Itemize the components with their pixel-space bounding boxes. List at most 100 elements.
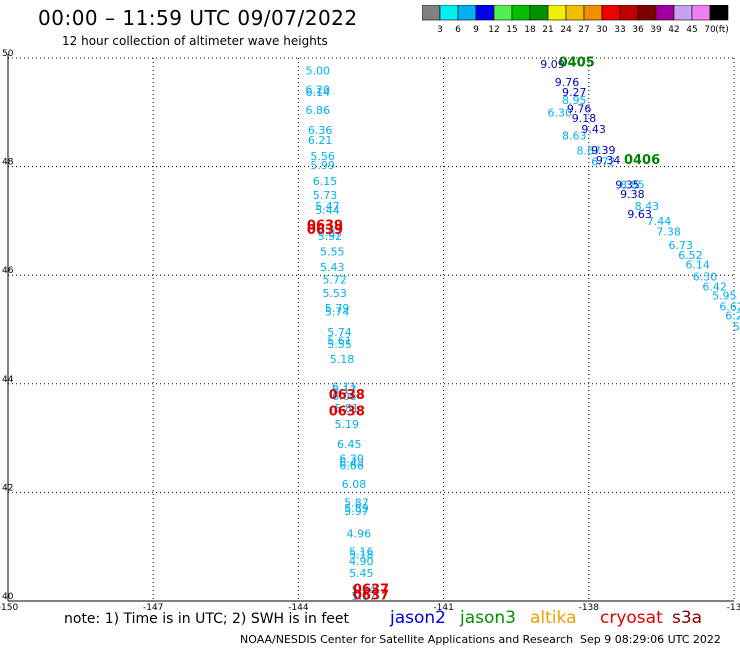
wave-height-value: 5.55 xyxy=(320,246,345,259)
wave-height-value: 6.36 xyxy=(308,124,333,137)
pass-time-label: 0638 xyxy=(329,404,365,419)
wave-height-value: 6.14 xyxy=(685,259,710,272)
legend-altika: altika xyxy=(530,608,577,628)
wave-height-value: 9.76 xyxy=(555,76,580,89)
wave-height-value: 5.87 xyxy=(344,497,369,510)
wave-height-value: 5 xyxy=(733,321,740,334)
wave-height-value: 5.44 xyxy=(315,204,340,217)
wave-height-value: 5.92 xyxy=(318,230,343,243)
colorbar-label: 45 xyxy=(686,25,697,35)
pass-time-label: 0637 xyxy=(353,588,389,603)
wave-height-value: 5.61 xyxy=(327,335,352,348)
wave-height-value: 5.45 xyxy=(349,567,374,580)
colorbar-label: 12 xyxy=(488,25,499,35)
colorbar-label: 9 xyxy=(473,25,479,35)
wave-height-value: 6.73 xyxy=(669,239,694,252)
wave-height-value: 4.96 xyxy=(347,527,372,540)
wave-height-value: 5.56 xyxy=(310,150,335,163)
wave-height-value: 6.30 xyxy=(339,453,364,466)
wave-height-value: 8.63 xyxy=(562,129,587,142)
pass-time-label: 0639 xyxy=(307,223,343,238)
wave-height-value: 6.08 xyxy=(342,478,367,491)
colorbar-unit: (ft) xyxy=(715,25,729,35)
pass-time-label: 0406 xyxy=(624,153,660,168)
wave-height-value: 6.15 xyxy=(313,175,338,188)
legend-jason2: jason2 xyxy=(390,608,446,628)
wave-height-value: 5.95 xyxy=(712,290,737,303)
wave-height-value: 6.66 xyxy=(339,460,364,473)
wave-height-value: 6.30 xyxy=(693,271,718,284)
wave-height-value: 5.00 xyxy=(306,64,331,77)
wave-height-value: 9.43 xyxy=(581,123,606,136)
wave-height-value: 6.62 xyxy=(719,300,740,313)
colorbar-label: 36 xyxy=(632,25,644,35)
colorbar-label: 24 xyxy=(560,25,572,35)
wave-height-value: 4.90 xyxy=(349,555,374,568)
pass-time-label: 0405 xyxy=(559,56,595,71)
colorbar-label: 6 xyxy=(455,25,461,35)
wave-height-value: 7.44 xyxy=(647,215,672,228)
wave-height-value: 5.74 xyxy=(327,326,352,339)
units-note: note: 1) Time is in UTC; 2) SWH is in fe… xyxy=(64,611,350,627)
wave-height-value: 6.07 xyxy=(318,226,343,239)
wave-height-value: 9.35 xyxy=(615,178,640,191)
wave-height-value: 9.34 xyxy=(596,154,621,167)
y-tick-label: 50 xyxy=(2,49,14,59)
legend-jason3: jason3 xyxy=(460,608,516,628)
wave-height-value: 9.76 xyxy=(567,102,592,115)
wave-height-value: 7.38 xyxy=(656,226,681,239)
wave-height-value: 6.30 xyxy=(548,107,573,120)
wave-height-value: 6.42 xyxy=(702,280,727,293)
wave-height-value: 5.18 xyxy=(330,353,355,366)
wave-height-value: 5.81 xyxy=(335,402,360,415)
wave-height-value: 5.55 xyxy=(327,338,352,351)
page-title: 00:00 – 11:59 UTC 09/07/2022 xyxy=(38,6,358,30)
colorbar-label: 18 xyxy=(524,25,536,35)
page-subtitle: 12 hour collection of altimeter wave hei… xyxy=(62,34,328,48)
y-tick-label: 42 xyxy=(2,483,13,493)
x-tick-label: -13 xyxy=(727,603,740,610)
wave-height-value: 6.11 xyxy=(332,380,357,393)
wave-height-value: 9.18 xyxy=(572,112,597,125)
wave-height-value: 9.39 xyxy=(591,144,616,157)
wave-height-value: 8.95 xyxy=(562,94,587,107)
wave-height-value: 6.45 xyxy=(337,438,362,451)
wave-height-value: 8.43 xyxy=(635,200,660,213)
x-tick-label: -138 xyxy=(579,603,600,610)
wave-height-value: 5.74 xyxy=(325,305,350,318)
colorbar-label: 33 xyxy=(614,25,625,35)
wave-height-value: 9.09 xyxy=(540,58,565,71)
colorbar-swatch xyxy=(709,5,729,21)
wave-height-value: 6.21 xyxy=(308,134,333,147)
pass-time-label: 0639 xyxy=(307,219,343,234)
wave-height-value: 8.67 xyxy=(577,145,602,158)
wave-height-value: 6.14 xyxy=(306,86,331,99)
y-tick-label: 40 xyxy=(2,592,14,602)
wave-height-value: 5.18 xyxy=(349,549,374,562)
wave-height-value: 9.63 xyxy=(627,208,652,221)
wave-height-value: 5.72 xyxy=(322,273,347,286)
y-tick-label: 46 xyxy=(2,266,14,276)
x-tick-label: -144 xyxy=(288,603,309,610)
wave-height-value: 6.43 xyxy=(339,456,364,469)
colorbar-label: 39 xyxy=(650,25,662,35)
wave-height-value: 5.79 xyxy=(325,302,350,315)
colorbar-label: 27 xyxy=(578,25,589,35)
wave-height-value: 6.17 xyxy=(332,384,357,397)
x-tick-label: -150 xyxy=(0,603,18,610)
wave-height-value: 5.99 xyxy=(310,159,335,172)
colorbar-label: 21 xyxy=(542,25,553,35)
wave-height-value: 5.97 xyxy=(344,505,369,518)
wave-height-value: 5.16 xyxy=(349,545,374,558)
wave-height-value: 6.86 xyxy=(306,104,331,117)
y-tick-label: 44 xyxy=(2,375,14,385)
legend-cryosat: cryosat xyxy=(600,608,663,628)
colorbar-label: 15 xyxy=(506,25,517,35)
wave-height-value: 8.85 xyxy=(620,178,645,191)
colorbar-label: 42 xyxy=(668,25,679,35)
wave-height-value: 5.24 xyxy=(351,583,376,596)
wave-height-value: 5.43 xyxy=(320,261,345,274)
colorbar-label: 3 xyxy=(437,25,443,35)
wave-height-value: 5.19 xyxy=(335,418,360,431)
wave-height-value: 6.72 xyxy=(591,156,616,169)
